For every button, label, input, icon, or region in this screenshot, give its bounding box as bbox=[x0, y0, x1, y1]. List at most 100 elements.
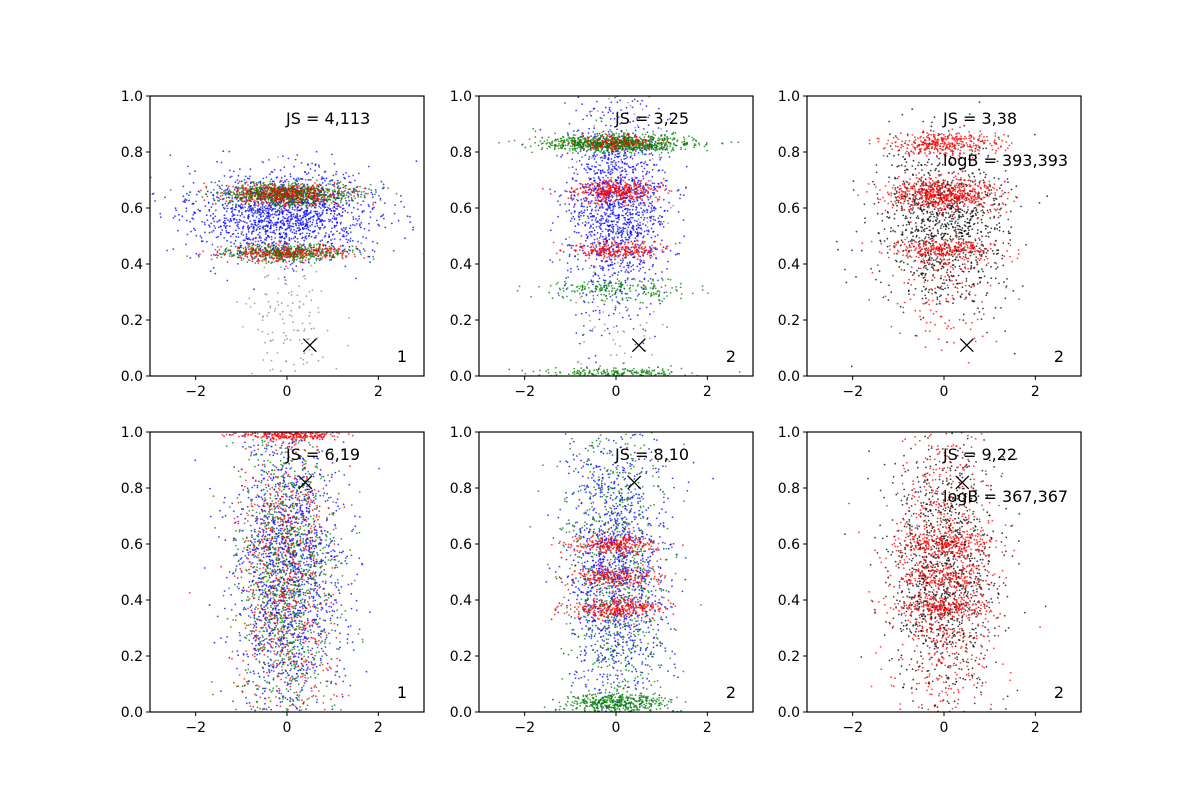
data-point bbox=[329, 208, 331, 211]
data-point bbox=[199, 235, 202, 237]
data-point bbox=[342, 252, 345, 254]
data-point bbox=[321, 212, 324, 215]
data-point bbox=[610, 168, 613, 171]
data-point bbox=[588, 252, 591, 255]
data-point bbox=[607, 165, 610, 167]
data-point bbox=[184, 201, 186, 204]
data-point bbox=[259, 225, 261, 228]
data-point bbox=[285, 261, 287, 263]
data-point bbox=[360, 196, 362, 198]
data-point bbox=[313, 202, 316, 204]
data-point bbox=[590, 135, 592, 138]
data-point bbox=[629, 253, 631, 256]
data-point bbox=[270, 255, 273, 257]
data-point bbox=[393, 212, 396, 215]
data-point bbox=[660, 156, 662, 159]
data-point bbox=[603, 171, 606, 174]
data-point bbox=[631, 208, 634, 211]
data-point bbox=[375, 191, 377, 193]
data-point bbox=[338, 232, 341, 235]
data-point bbox=[355, 189, 357, 192]
data-point bbox=[346, 201, 348, 204]
data-point bbox=[261, 191, 263, 194]
data-point bbox=[620, 269, 623, 272]
data-point bbox=[643, 230, 646, 233]
data-point bbox=[235, 235, 238, 238]
data-point bbox=[292, 237, 295, 240]
data-point bbox=[662, 198, 665, 201]
data-point bbox=[336, 230, 338, 233]
data-point bbox=[283, 243, 285, 246]
data-point bbox=[257, 181, 260, 184]
data-point bbox=[340, 228, 343, 230]
data-point bbox=[616, 230, 619, 233]
data-point bbox=[357, 196, 360, 198]
data-point bbox=[330, 230, 332, 233]
data-point bbox=[344, 254, 347, 257]
data-point bbox=[297, 249, 299, 252]
y-tick-label: 0.0 bbox=[121, 369, 143, 385]
data-point bbox=[369, 183, 372, 186]
data-point bbox=[192, 214, 195, 216]
data-point bbox=[624, 216, 626, 219]
data-point bbox=[333, 212, 336, 215]
data-point bbox=[299, 253, 302, 255]
data-point bbox=[647, 230, 650, 233]
data-point bbox=[231, 194, 234, 197]
data-point bbox=[281, 310, 284, 313]
data-point bbox=[626, 214, 629, 217]
data-point bbox=[284, 180, 287, 183]
data-point bbox=[605, 179, 607, 182]
data-point bbox=[223, 237, 226, 239]
data-point bbox=[239, 255, 242, 257]
data-point bbox=[347, 232, 350, 235]
data-point bbox=[357, 172, 360, 175]
data-point bbox=[261, 260, 264, 263]
data-point bbox=[639, 103, 642, 105]
data-point bbox=[325, 247, 328, 250]
data-point bbox=[257, 249, 260, 252]
data-point bbox=[592, 107, 595, 110]
data-point bbox=[623, 154, 625, 157]
data-point bbox=[288, 205, 291, 207]
data-point bbox=[202, 250, 205, 253]
data-point bbox=[290, 315, 293, 317]
data-point bbox=[300, 195, 303, 198]
data-point bbox=[317, 215, 319, 218]
data-point bbox=[348, 316, 350, 319]
data-point bbox=[278, 192, 281, 194]
data-point bbox=[602, 240, 605, 243]
data-point bbox=[255, 200, 257, 203]
data-point bbox=[284, 233, 287, 236]
data-point bbox=[273, 223, 275, 226]
data-point bbox=[294, 251, 297, 253]
data-point bbox=[254, 262, 257, 264]
data-point bbox=[262, 161, 265, 164]
data-point bbox=[296, 199, 299, 202]
data-point bbox=[296, 208, 298, 210]
data-point bbox=[642, 209, 645, 212]
data-point bbox=[278, 196, 281, 199]
data-point bbox=[642, 261, 644, 264]
data-point bbox=[631, 177, 633, 180]
data-point bbox=[335, 224, 338, 227]
data-point bbox=[632, 264, 634, 267]
data-point bbox=[302, 198, 305, 201]
data-point bbox=[286, 210, 289, 212]
data-point bbox=[283, 331, 285, 334]
data-point bbox=[303, 183, 306, 186]
data-point bbox=[264, 233, 267, 235]
data-point bbox=[288, 226, 291, 229]
data-point bbox=[285, 228, 288, 231]
data-point bbox=[610, 209, 612, 212]
data-point bbox=[256, 208, 259, 211]
data-point bbox=[270, 339, 272, 342]
data-point bbox=[159, 212, 162, 215]
data-point bbox=[292, 256, 294, 258]
data-point bbox=[244, 255, 247, 257]
data-point bbox=[195, 200, 197, 203]
data-point bbox=[206, 190, 209, 193]
data-point bbox=[277, 254, 280, 256]
data-point bbox=[186, 192, 188, 195]
data-point bbox=[578, 218, 581, 221]
